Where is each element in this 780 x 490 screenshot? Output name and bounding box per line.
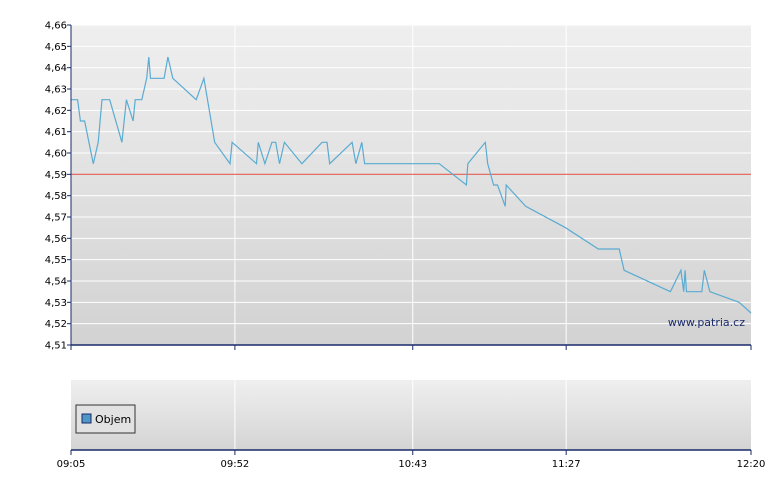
legend-swatch-objem <box>81 413 92 424</box>
x-axis-labels: 09:05 09:52 10:43 11:27 12:20 <box>57 459 766 470</box>
x-tick-label: 09:52 <box>220 459 249 470</box>
volume-panel-background <box>71 380 751 450</box>
price-panel-x-ticks <box>70 345 752 350</box>
watermark: www.patria.cz <box>668 316 745 329</box>
x-tick-label: 11:27 <box>552 459 581 470</box>
price-panel-background <box>71 25 751 345</box>
y-tick-label: 4,65 <box>45 42 67 53</box>
y-tick-label: 4,53 <box>45 298 67 309</box>
y-tick-label: 4,57 <box>45 213 67 224</box>
y-tick-label: 4,61 <box>45 127 67 138</box>
y-tick-label: 4,52 <box>45 319 67 330</box>
y-tick-label: 4,64 <box>45 63 67 74</box>
y-tick-label: 4,63 <box>45 85 67 96</box>
y-tick-label: 4,62 <box>45 106 67 117</box>
x-tick-label: 10:43 <box>398 459 427 470</box>
y-axis-ticks: 4,51 4,52 4,53 4,54 4,55 4,56 4,57 4,58 4,59 4,60… <box>45 21 71 352</box>
y-tick-label: 4,58 <box>45 191 67 202</box>
legend: Objem <box>75 404 136 434</box>
y-tick-label: 4,51 <box>45 341 67 352</box>
x-tick-label: 09:05 <box>57 459 86 470</box>
vertical-gridlines <box>234 25 567 345</box>
x-tick-label: 12:20 <box>737 459 766 470</box>
y-tick-label: 4,66 <box>45 21 67 32</box>
y-tick-label: 4,56 <box>45 234 67 245</box>
price-series-line <box>71 56 752 314</box>
y-tick-label: 4,60 <box>45 149 67 160</box>
y-tick-label: 4,54 <box>45 277 67 288</box>
y-tick-label: 4,59 <box>45 170 67 181</box>
volume-panel-x-ticks <box>70 450 752 455</box>
volume-vertical-gridlines <box>234 380 567 450</box>
legend-label-objem: Objem <box>95 413 131 426</box>
y-tick-label: 4,55 <box>45 255 67 266</box>
